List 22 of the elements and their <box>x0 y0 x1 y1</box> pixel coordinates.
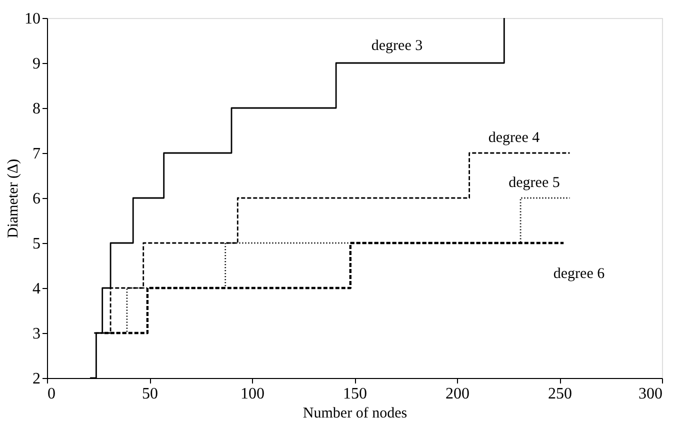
y-axis-title: Diameter (Δ) <box>6 158 22 238</box>
y-tick-label: 3 <box>32 326 40 342</box>
y-tick-label: 6 <box>32 190 40 208</box>
x-tick-label: 0 <box>48 386 56 402</box>
x-tick-label: 100 <box>240 386 264 402</box>
annotation: degree 3 <box>371 38 423 54</box>
annotation: degree 5 <box>508 175 560 191</box>
y-tick-label: 8 <box>32 100 40 118</box>
y-tick-label: 9 <box>32 56 40 72</box>
y-tick-label: 7 <box>32 146 40 162</box>
y-tick-label: 2 <box>32 370 40 388</box>
annotation: degree 6 <box>553 266 606 282</box>
y-tick-label: 5 <box>32 236 40 252</box>
x-tick-label: 50 <box>142 386 158 402</box>
y-tick-label: 4 <box>32 280 40 298</box>
y-tick-label: 10 <box>24 10 40 28</box>
x-tick-label: 150 <box>343 386 367 402</box>
x-axis-title: Number of nodes <box>302 406 408 422</box>
x-tick-label: 200 <box>446 386 470 402</box>
x-tick-label: 250 <box>548 386 572 402</box>
x-tick-label: 300 <box>638 386 662 402</box>
annotation: degree 4 <box>488 130 540 146</box>
